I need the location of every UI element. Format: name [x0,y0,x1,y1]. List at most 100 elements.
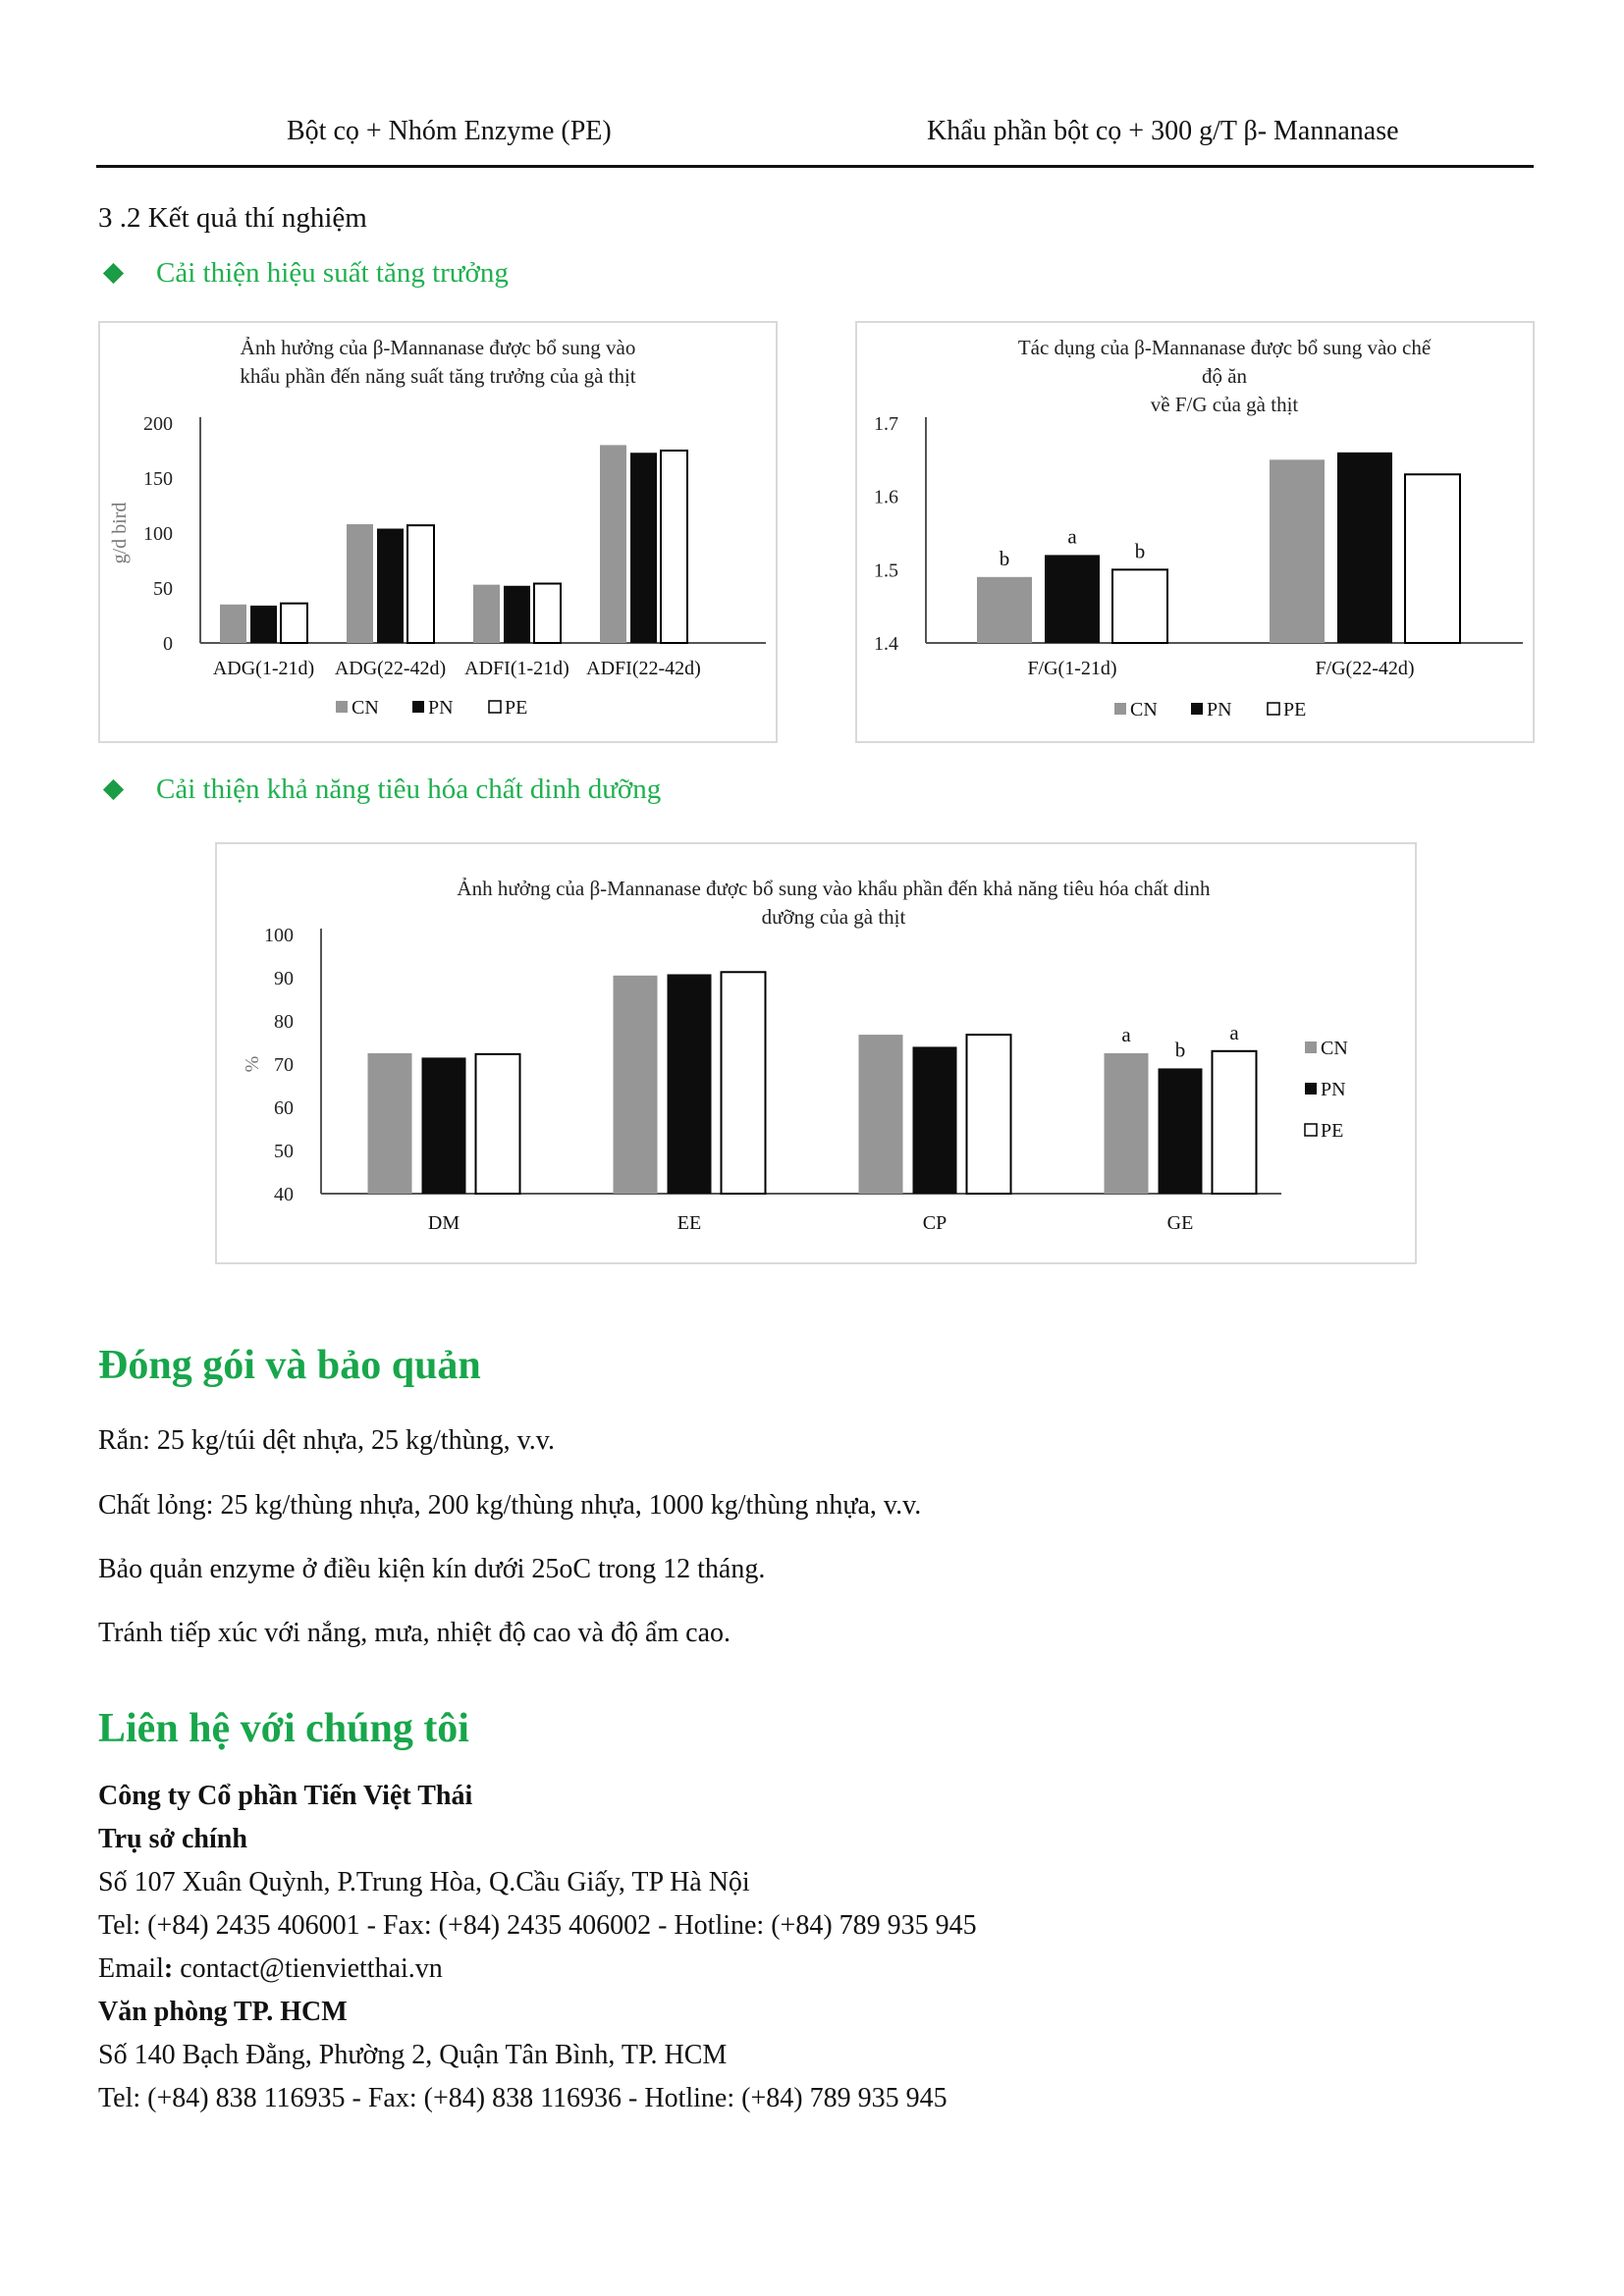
bullet-digestion-text: Cải thiện khả năng tiêu hóa chất dinh dư… [156,774,662,805]
table-cell-group: Bột cọ + Nhóm Enzyme (PE) [287,116,612,146]
bar-pn [1337,452,1392,643]
packaging-line-solid: Rắn: 25 kg/túi dệt nhựa, 25 kg/thùng, v.… [98,1425,555,1456]
email-label: Email [98,1953,164,1984]
bullet-growth-text: Cải thiện hiệu suất tăng trưởng [156,257,509,289]
y-tick-label: 50 [153,578,173,600]
fg-chart: Tác dụng của β-Mannanase được bổ sung và… [855,321,1535,743]
table-row: Bột cọ + Nhóm Enzyme (PE) Khẩu phần bột … [96,110,1534,168]
contact-block: Công ty Cổ phần Tiến Việt Thái Trụ sở ch… [98,1775,977,2120]
digestibility-chart: Ảnh hưởng của β-Mannanase được bổ sung v… [215,842,1417,1264]
y-tick-label: 1.4 [874,633,898,655]
y-tick-label: 200 [143,413,173,435]
bar-pn [1045,555,1100,643]
chart-title: dưỡng của gà thịt [762,905,906,929]
legend-swatch-pn [1305,1083,1317,1095]
bar-pe [1111,568,1168,644]
y-tick-label: 0 [163,633,173,655]
category-label: ADFI(22-42d) [586,658,701,679]
legend-swatch-pe [488,700,502,714]
bullet-digestion: Cải thiện khả năng tiêu hóa chất dinh dư… [98,774,661,806]
diamond-bullet-icon [102,262,125,284]
significance-label: b [1000,547,1010,570]
hq-phone: Tel: (+84) 2435 406001 - Fax: (+84) 2435… [98,1910,977,1941]
bar-pe [406,524,435,644]
bar-cn [613,975,658,1194]
y-tick-label: 100 [264,925,294,946]
bar-cn [367,1053,412,1194]
y-tick-label: 1.6 [874,487,898,508]
growth-chart-svg: Ảnh hưởng của β-Mannanase được bổ sung v… [109,336,766,719]
chart-title: độ ăn [1202,364,1248,388]
chart-title: khẩu phần đến năng suất tăng trưởng của … [240,364,635,388]
bar-cn [1104,1053,1149,1194]
packaging-line-storage: Bảo quản enzyme ở điều kiện kín dưới 25o… [98,1554,766,1584]
significance-label: a [1121,1023,1131,1046]
bar-pn [377,528,404,643]
bar-pe [965,1034,1012,1195]
legend-label-pe: PE [1283,699,1306,721]
bar-pe [533,582,562,644]
bar-pn [667,974,712,1194]
legend-swatch-cn [1305,1041,1317,1053]
legend-label-cn: CN [1321,1038,1348,1059]
bar-cn [347,524,373,643]
y-tick-label: 1.5 [874,560,898,581]
company-name: Công ty Cổ phần Tiến Việt Thái [98,1781,473,1811]
legend-swatch-pe [1304,1123,1318,1137]
y-tick-label: 80 [274,1011,294,1033]
table-cell-diet: Khẩu phần bột cọ + 300 g/T β- Mannanase [927,116,1399,146]
bar-pn [912,1046,957,1194]
significance-label: a [1067,524,1077,548]
email-line: Email: contact@tienvietthai.vn [98,1948,977,1991]
contact-heading: Liên hệ với chúng tôi [98,1706,469,1751]
chart-title: Ảnh hưởng của β-Mannanase được bổ sung v… [241,336,636,359]
packaging-line-liquid: Chất lỏng: 25 kg/thùng nhựa, 200 kg/thùn… [98,1490,922,1521]
bar-cn [1270,459,1325,643]
digestibility-chart-svg: Ảnh hưởng của β-Mannanase được bổ sung v… [242,877,1348,1234]
category-label: ADG(1-21d) [213,658,314,679]
bar-cn [858,1035,903,1194]
diamond-bullet-icon [102,778,125,800]
packaging-heading: Đóng gói và bảo quản [98,1343,481,1388]
legend-label-pn: PN [1321,1079,1346,1100]
bar-pn [504,585,530,643]
category-label: EE [677,1212,701,1234]
significance-label: a [1229,1021,1239,1044]
category-label: GE [1167,1212,1194,1234]
email-link[interactable]: contact@tienvietthai.vn [173,1953,443,1984]
bar-pe [280,602,308,644]
legend-label-pn: PN [428,697,454,719]
bar-pn [250,605,277,643]
category-label: F/G(1-21d) [1027,658,1116,679]
bar-pn [1158,1068,1203,1194]
category-label: DM [428,1212,460,1234]
legend-label-pn: PN [1207,699,1232,721]
significance-label: b [1135,539,1146,562]
hq-address: Số 107 Xuân Quỳnh, P.Trung Hòa, Q.Cầu Gi… [98,1867,750,1897]
legend-swatch-pn [412,701,424,713]
category-label: ADFI(1-21d) [464,658,569,679]
category-label: ADG(22-42d) [335,658,446,679]
legend-swatch-cn [1114,703,1126,715]
y-axis-label: g/d bird [109,503,131,564]
y-tick-label: 50 [274,1141,294,1162]
chart-title: Ảnh hưởng của β-Mannanase được bổ sung v… [457,877,1211,900]
chart-title: về F/G của gà thịt [1151,393,1299,416]
bar-pe [720,971,767,1195]
y-tick-label: 60 [274,1097,294,1119]
y-tick-label: 1.7 [874,413,898,435]
y-axis-label: % [242,1056,263,1073]
legend-label-cn: CN [352,697,379,719]
bar-cn [220,604,246,643]
legend-label-cn: CN [1130,699,1158,721]
bullet-growth: Cải thiện hiệu suất tăng trưởng [98,257,509,290]
hq-label: Trụ sở chính [98,1824,247,1854]
bar-cn [473,584,500,643]
y-tick-label: 70 [274,1054,294,1076]
bar-cn [600,445,626,643]
significance-label: b [1175,1038,1186,1061]
chart-title: Tác dụng của β-Mannanase được bổ sung và… [1018,336,1432,359]
bar-pe [1211,1049,1258,1195]
legend-swatch-cn [336,701,348,713]
legend-label-pe: PE [505,697,527,719]
